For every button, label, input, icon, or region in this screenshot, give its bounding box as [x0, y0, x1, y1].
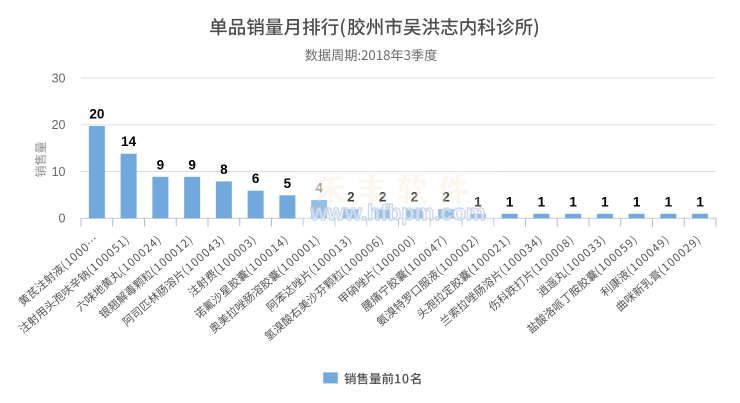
svg-text:20: 20 — [89, 107, 104, 122]
svg-text:0: 0 — [59, 212, 66, 226]
svg-text:www.hfbpm.com: www.hfbpm.com — [309, 200, 485, 225]
svg-text:5: 5 — [284, 176, 292, 191]
svg-text:8: 8 — [220, 162, 228, 177]
svg-text:1: 1 — [538, 194, 546, 209]
svg-text:1: 1 — [506, 194, 514, 209]
svg-text:2: 2 — [442, 190, 450, 205]
svg-text:20: 20 — [52, 118, 66, 132]
svg-text:14: 14 — [121, 134, 137, 149]
svg-text:6: 6 — [252, 171, 260, 186]
svg-text:30: 30 — [52, 71, 66, 85]
svg-text:1: 1 — [696, 194, 704, 209]
svg-text:1: 1 — [569, 194, 577, 209]
svg-text:1: 1 — [601, 194, 609, 209]
svg-text:10: 10 — [52, 165, 66, 179]
svg-text:1: 1 — [633, 194, 641, 209]
svg-text:1: 1 — [474, 194, 482, 209]
svg-text:2: 2 — [347, 190, 355, 205]
svg-text:1: 1 — [665, 194, 673, 209]
svg-text:9: 9 — [157, 157, 165, 172]
svg-text:2: 2 — [411, 190, 419, 205]
svg-text:9: 9 — [188, 157, 196, 172]
